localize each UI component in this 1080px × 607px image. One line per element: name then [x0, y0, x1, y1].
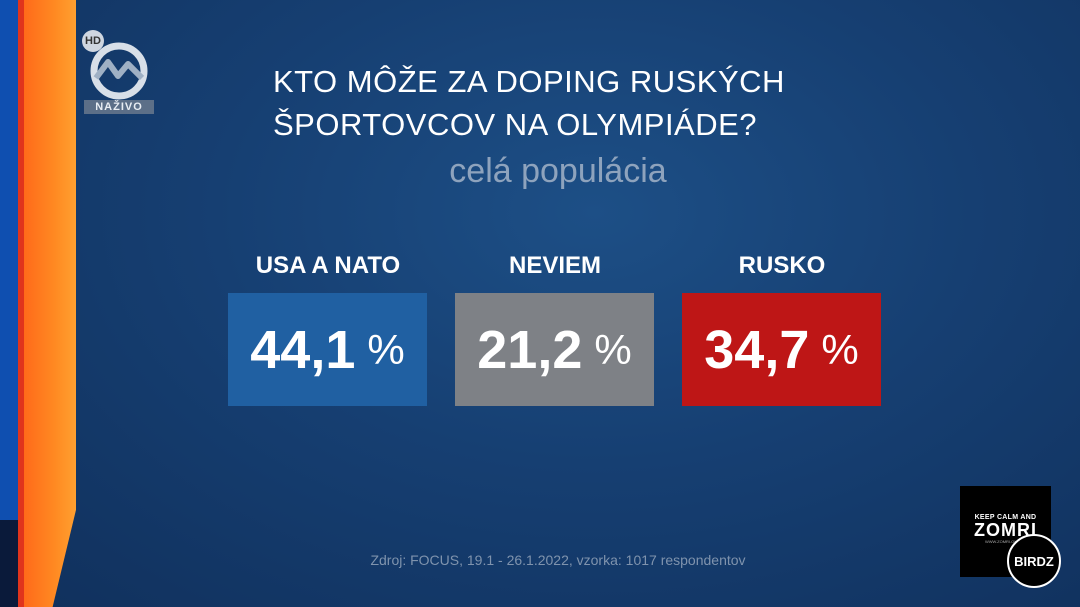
chart-title: KTO MÔŽE ZA DOPING RUSKÝCH ŠPORTOVCOV NA… — [273, 60, 913, 146]
watermark-line-1: KEEP CALM AND — [974, 514, 1037, 521]
left-dark-corner — [0, 520, 18, 607]
percent-sign: % — [821, 325, 859, 373]
value-box-neviem: 21,2 % — [455, 293, 654, 406]
tv-markiza-logo-icon — [90, 42, 148, 100]
value-usa-nato: 44,1 — [250, 319, 356, 380]
category-label-rusko: RUSKO — [738, 252, 826, 279]
value-rusko: 34,7 — [704, 319, 810, 380]
birdz-badge: BIRDZ — [1007, 534, 1061, 588]
percent-sign: % — [367, 325, 405, 373]
left-red-stripe — [18, 0, 28, 607]
chart-subtitle: celá populácia — [449, 152, 667, 190]
left-blue-stripe — [0, 0, 22, 607]
left-orange-stripe — [24, 0, 76, 607]
title-line-2: ŠPORTOVCOV NA OLYMPIÁDE? — [273, 107, 758, 142]
source-note: Zdroj: FOCUS, 19.1 - 26.1.2022, vzorka: … — [370, 552, 746, 568]
category-label-usa-nato: USA A NATO — [255, 252, 401, 279]
value-box-rusko: 34,7 % — [682, 293, 881, 406]
channel-logo: HD NAŽIVO — [82, 30, 156, 116]
title-line-1: KTO MÔŽE ZA DOPING RUSKÝCH — [273, 64, 785, 99]
value-neviem: 21,2 — [477, 319, 583, 380]
value-box-usa-nato: 44,1 % — [228, 293, 427, 406]
watermark-line-2: ZOMRI — [974, 520, 1037, 540]
category-label-neviem: NEVIEM — [508, 252, 601, 279]
watermark-line-3: WWW.ZOMRI.ONLINE — [984, 539, 1027, 544]
percent-sign: % — [594, 325, 632, 373]
live-label: NAŽIVO — [84, 100, 154, 114]
hd-badge: HD — [82, 30, 104, 52]
